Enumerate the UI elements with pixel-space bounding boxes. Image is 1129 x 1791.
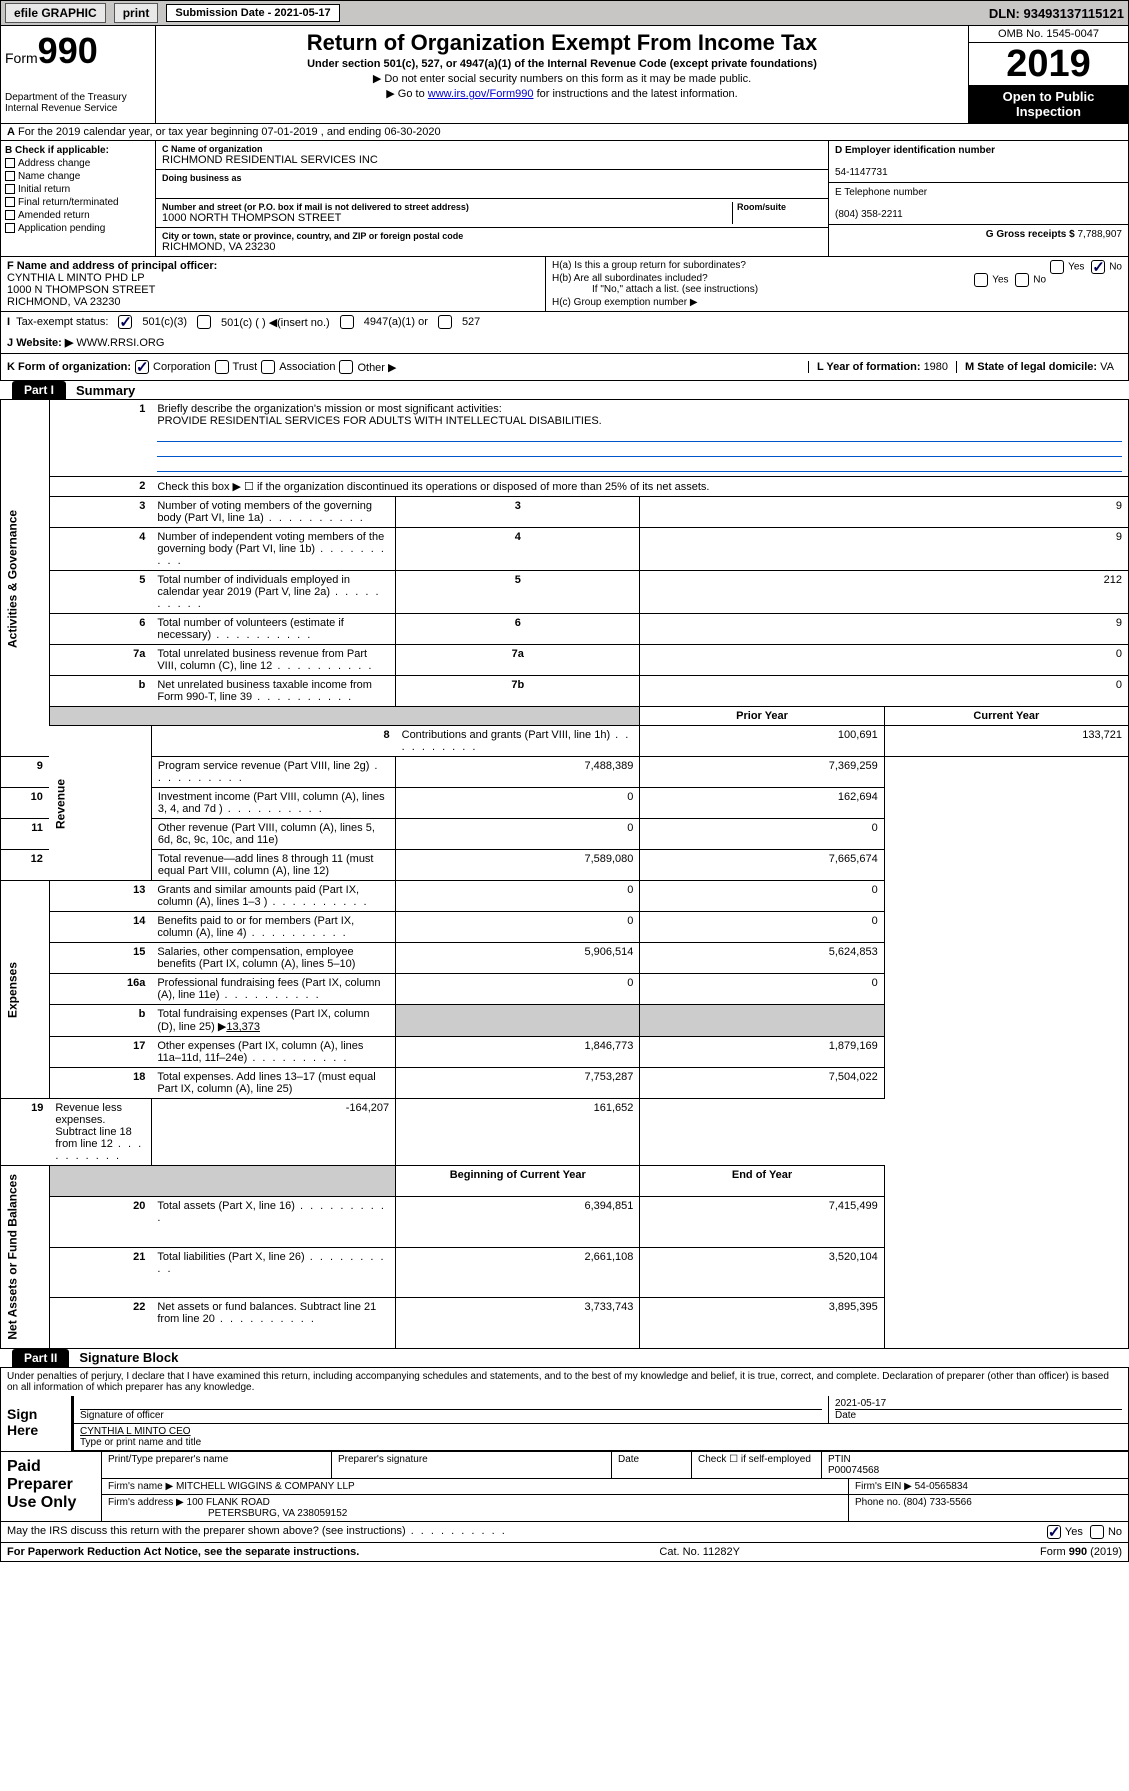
page-footer: For Paperwork Reduction Act Notice, see … (0, 1543, 1129, 1562)
street-address: 1000 NORTH THOMPSON STREET (162, 212, 732, 224)
name-label: C Name of organization (162, 144, 822, 154)
form-header: Form990 Department of the Treasury Inter… (0, 26, 1129, 124)
no-checkbox[interactable] (1090, 1525, 1104, 1539)
print-button[interactable]: print (114, 3, 159, 23)
officer-addr2: RICHMOND, VA 23230 (7, 296, 121, 308)
ein-label: D Employer identification number (835, 145, 995, 156)
irs-link[interactable]: www.irs.gov/Form990 (428, 88, 534, 100)
corp-checkbox[interactable] (135, 360, 149, 374)
501c3-checkbox[interactable] (118, 315, 132, 329)
open-to-public: Open to Public Inspection (969, 85, 1128, 123)
mission-text: PROVIDE RESIDENTIAL SERVICES FOR ADULTS … (157, 415, 601, 427)
row-k: K Form of organization: Corporation Trus… (0, 354, 1129, 381)
form-subtitle: Under section 501(c), 527, or 4947(a)(1)… (164, 58, 960, 70)
addr-label: Number and street (or P.O. box if mail i… (162, 202, 732, 212)
4947-checkbox[interactable] (340, 315, 354, 329)
other-checkbox[interactable] (339, 360, 353, 374)
officer-name: CYNTHIA L MINTO PHD LP (7, 272, 145, 284)
efile-label: efile GRAPHIC (5, 3, 106, 23)
paid-preparer-label: Paid Preparer Use Only (1, 1452, 101, 1521)
gross-value: 7,788,907 (1078, 229, 1123, 240)
org-name: RICHMOND RESIDENTIAL SERVICES INC (162, 154, 822, 166)
phone-label: E Telephone number (835, 187, 927, 198)
side-netassets: Net Assets or Fund Balances (1, 1166, 50, 1349)
entity-block: B Check if applicable: Address change Na… (0, 141, 1129, 257)
room-label: Room/suite (737, 202, 822, 212)
trust-checkbox[interactable] (215, 360, 229, 374)
omb-number: OMB No. 1545-0047 (969, 26, 1128, 43)
dept-label: Department of the Treasury Internal Reve… (5, 92, 151, 114)
perjury-text: Under penalties of perjury, I declare th… (1, 1367, 1128, 1396)
assoc-checkbox[interactable] (261, 360, 275, 374)
dba-label: Doing business as (162, 173, 822, 183)
officer-label: F Name and address of principal officer: (7, 260, 217, 272)
side-expenses: Expenses (1, 881, 50, 1099)
row-j: J Website: ▶ WWW.RRSI.ORG (0, 332, 1129, 354)
website-value: WWW.RRSI.ORG (76, 337, 164, 349)
instruction-1: ▶ Do not enter social security numbers o… (164, 72, 960, 85)
gross-label: G Gross receipts $ (986, 229, 1075, 240)
part2-header: Part II Signature Block (0, 1349, 1129, 1367)
officer-addr1: 1000 N THOMPSON STREET (7, 284, 155, 296)
hc-label: H(c) Group exemption number ▶ (552, 297, 1122, 308)
instruction-2: ▶ Go to www.irs.gov/Form990 for instruct… (164, 87, 960, 100)
ha-label: H(a) Is this a group return for subordin… (552, 260, 746, 271)
row-fgh: F Name and address of principal officer:… (0, 257, 1129, 312)
yes-checkbox[interactable] (1047, 1525, 1061, 1539)
may-discuss: May the IRS discuss this return with the… (7, 1525, 507, 1539)
sign-here-label: Sign Here (1, 1396, 71, 1451)
form-title: Return of Organization Exempt From Incom… (164, 30, 960, 56)
box-b: B Check if applicable: Address change Na… (1, 141, 156, 256)
dln-label: DLN: 93493137115121 (989, 6, 1124, 21)
submission-date: Submission Date - 2021-05-17 (166, 4, 339, 22)
501c-checkbox[interactable] (197, 315, 211, 329)
signature-block: Under penalties of perjury, I declare th… (0, 1367, 1129, 1543)
summary-table: Activities & Governance 1 Briefly descri… (0, 399, 1129, 1349)
part1-header: Part I Summary (0, 381, 1129, 399)
form-number: Form990 (5, 30, 151, 72)
top-toolbar: efile GRAPHIC print Submission Date - 20… (0, 0, 1129, 26)
side-revenue: Revenue (49, 726, 151, 881)
city-state-zip: RICHMOND, VA 23230 (162, 241, 822, 253)
city-label: City or town, state or province, country… (162, 231, 822, 241)
tax-year: 2019 (969, 43, 1128, 85)
hb-label: H(b) Are all subordinates included? (552, 273, 708, 284)
527-checkbox[interactable] (438, 315, 452, 329)
line-a: A For the 2019 calendar year, or tax yea… (0, 124, 1129, 141)
row-i: I Tax-exempt status: 501(c)(3) 501(c) ( … (0, 312, 1129, 332)
ein-value: 54-1147731 (835, 167, 888, 178)
side-governance: Activities & Governance (1, 400, 50, 757)
phone-value: (804) 358-2211 (835, 209, 903, 220)
